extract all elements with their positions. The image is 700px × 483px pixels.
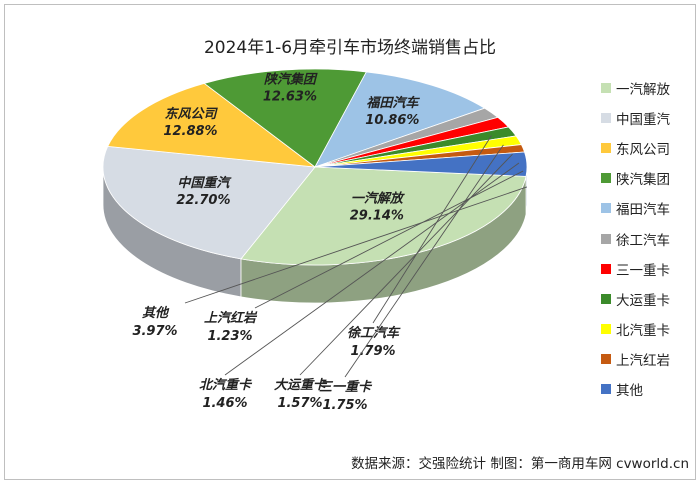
slice-中国重汽-value-label: 22.70% xyxy=(176,193,230,208)
legend-swatch xyxy=(601,263,611,274)
slice-徐工汽车-leader-line xyxy=(372,135,492,324)
legend-item-福田汽车: 福田汽车 xyxy=(601,193,693,223)
legend-swatch xyxy=(601,293,611,304)
pie-top-layer xyxy=(102,68,528,266)
slice-福田汽车 xyxy=(314,71,486,168)
slice-大运重卡-value-label: 1.57% xyxy=(277,396,322,411)
legend-item-三一重卡: 三一重卡 xyxy=(601,254,693,284)
slice-徐工汽车-name-label: 徐工汽车 xyxy=(347,325,401,341)
legend-label: 徐工汽车 xyxy=(616,232,670,249)
legend-label: 其他 xyxy=(616,382,643,399)
chart-title: 2024年1-6月牵引车市场终端销售占比 xyxy=(203,38,497,58)
legend-label: 陕汽集团 xyxy=(616,172,670,189)
legend: 一汽解放中国重汽东风公司陕汽集团福田汽车徐工汽车三一重卡大运重卡北汽重卡上汽红岩… xyxy=(601,73,693,404)
slice-陕汽集团 xyxy=(203,68,367,168)
slice-上汽红岩-name-label: 上汽红岩 xyxy=(204,310,258,326)
legend-swatch xyxy=(601,113,611,124)
legend-swatch xyxy=(601,353,611,364)
legend-item-上汽红岩: 上汽红岩 xyxy=(601,344,693,374)
slice-陕汽集团-value-label: 12.63% xyxy=(263,89,317,104)
legend-label: 东风公司 xyxy=(616,142,670,159)
source-note: 数据来源：交强险统计 制图：第一商用车网 cvworld.cn xyxy=(351,456,689,472)
slice-北汽重卡-value-label: 1.46% xyxy=(202,396,247,411)
legend-swatch xyxy=(601,323,611,334)
slice-三一重卡-name-label: 三一重卡 xyxy=(319,379,373,395)
slice-一汽解放-name-label: 一汽解放 xyxy=(351,191,405,207)
slice-三一重卡-leader-line xyxy=(344,144,504,378)
slice-其他-value-label: 3.97% xyxy=(132,324,177,339)
slice-大运重卡-name-label: 大运重卡 xyxy=(274,377,328,393)
legend-item-陕汽集团: 陕汽集团 xyxy=(601,163,693,193)
slice-一汽解放-value-label: 29.14% xyxy=(350,209,404,224)
label-layer: 一汽解放 29.14% 中国重汽 22.70% 东风公司 12.88% 陕汽集团 12.63%… xyxy=(132,71,528,413)
legend-label: 中国重汽 xyxy=(616,112,670,129)
slice-东风公司-value-label: 12.88% xyxy=(163,124,217,139)
legend-item-徐工汽车: 徐工汽车 xyxy=(601,223,693,253)
slice-其他-name-label: 其他 xyxy=(142,305,170,321)
slice-中国重汽 xyxy=(102,145,316,260)
legend-item-其他: 其他 xyxy=(601,374,693,404)
legend-label: 北汽重卡 xyxy=(616,322,670,339)
legend-swatch xyxy=(601,203,611,214)
slice-陕汽集团-name-label: 陕汽集团 xyxy=(264,71,318,87)
legend-label: 福田汽车 xyxy=(616,202,670,219)
legend-item-一汽解放: 一汽解放 xyxy=(601,73,693,103)
legend-item-北汽重卡: 北汽重卡 xyxy=(601,314,693,344)
slice-一汽解放 xyxy=(240,166,527,266)
legend-label: 一汽解放 xyxy=(616,82,670,99)
legend-item-中国重汽: 中国重汽 xyxy=(601,103,693,133)
pie-chart: 一汽解放 29.14% 中国重汽 22.70% 东风公司 12.88% 陕汽集团 12.63%… xyxy=(102,68,528,413)
legend-label: 三一重卡 xyxy=(616,262,670,279)
slice-北汽重卡-name-label: 北汽重卡 xyxy=(199,377,253,393)
slice-上汽红岩-value-label: 1.23% xyxy=(207,329,252,344)
slice-大运重卡-leader-line xyxy=(299,153,513,376)
slice-中国重汽-name-label: 中国重汽 xyxy=(177,175,232,191)
legend-swatch xyxy=(601,173,611,184)
legend-swatch xyxy=(601,383,611,394)
slice-福田汽车-name-label: 福田汽车 xyxy=(366,95,420,111)
slice-东风公司-name-label: 东风公司 xyxy=(164,106,218,122)
legend-swatch xyxy=(601,83,611,94)
legend-label: 大运重卡 xyxy=(616,292,670,309)
legend-item-东风公司: 东风公司 xyxy=(601,133,693,163)
slice-徐工汽车-value-label: 1.79% xyxy=(350,344,395,359)
slice-其他 xyxy=(314,151,528,177)
slice-三一重卡-value-label: 1.75% xyxy=(322,398,367,413)
legend-label: 上汽红岩 xyxy=(616,352,670,369)
slice-其他-leader-line xyxy=(184,186,528,304)
chart-frame: 2024年1-6月牵引车市场终端销售占比 一汽解放 29.14% 中国重汽 22.70… xyxy=(4,4,696,480)
legend-swatch xyxy=(601,233,611,244)
slice-福田汽车-value-label: 10.86% xyxy=(365,113,419,128)
legend-item-大运重卡: 大运重卡 xyxy=(601,284,693,314)
slice-东风公司 xyxy=(107,82,317,168)
slice-上汽红岩-leader-line xyxy=(254,170,524,309)
legend-swatch xyxy=(601,143,611,154)
